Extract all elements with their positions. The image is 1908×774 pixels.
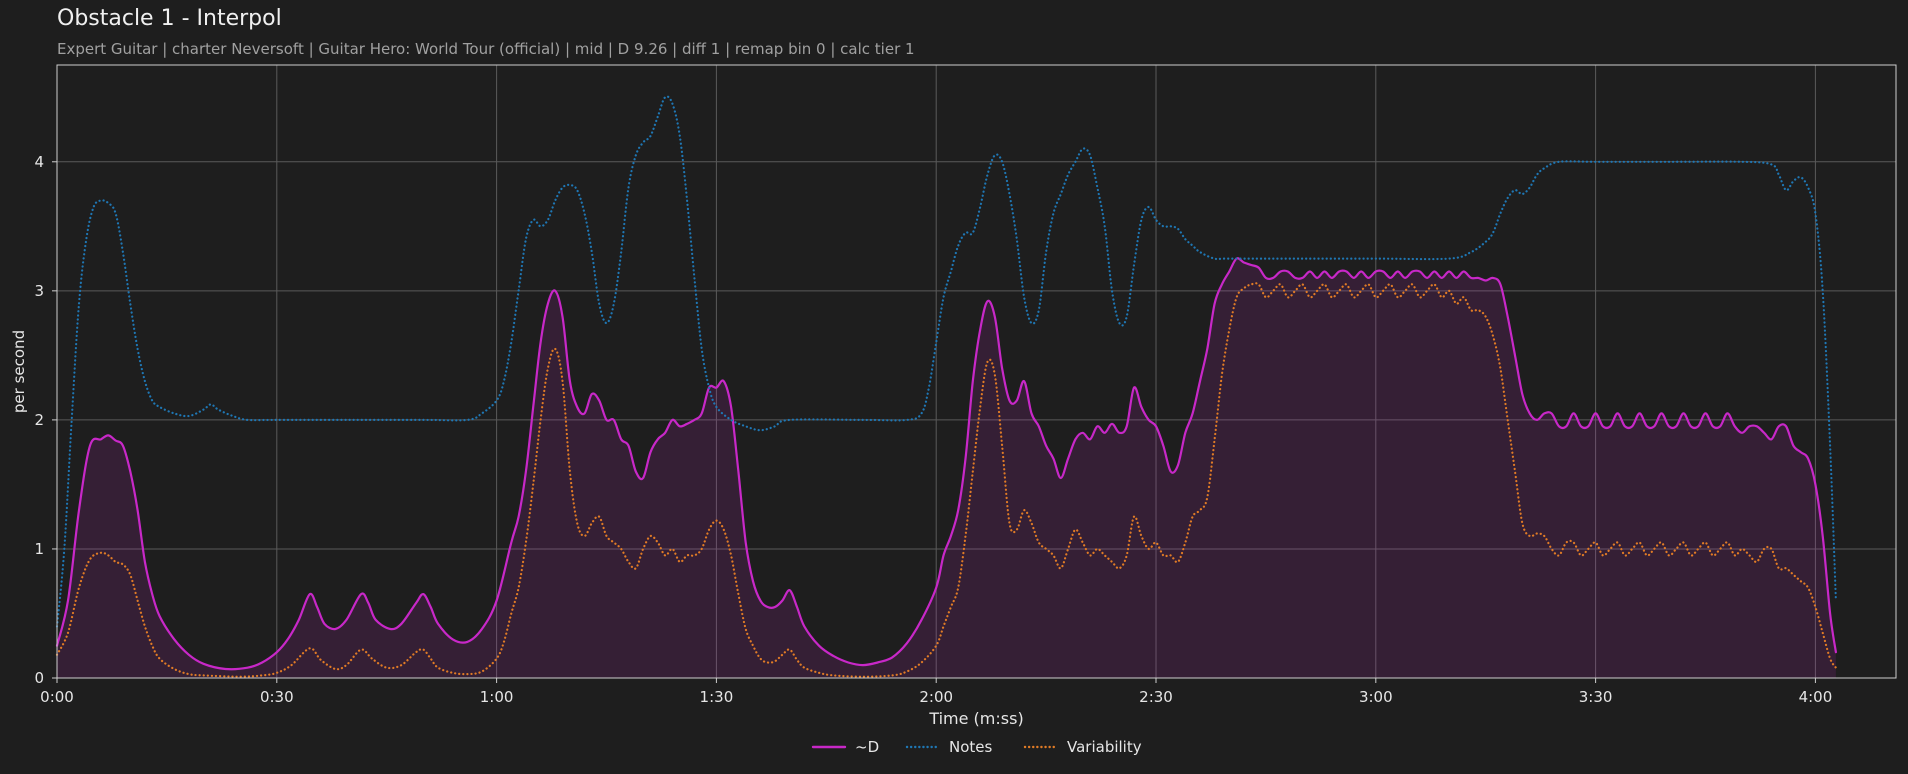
y-tick-label: 2 bbox=[34, 411, 44, 429]
legend: ~D Notes Variability bbox=[811, 738, 1142, 756]
x-tick-label: 1:30 bbox=[700, 688, 734, 706]
chart-title: Obstacle 1 - Interpol bbox=[57, 6, 282, 31]
series-layer bbox=[55, 95, 1837, 678]
series-line-notes bbox=[55, 95, 1837, 628]
y-tick-label: 0 bbox=[34, 669, 44, 687]
tick-layer: 0:00 0:30 1:00 1:30 2:00 2:30 3:00 3:30 4:00 0 1 2 3… bbox=[34, 153, 1832, 706]
fill-layer bbox=[57, 258, 1836, 678]
series-area-d bbox=[57, 258, 1836, 678]
y-axis-label: per second bbox=[10, 330, 28, 413]
legend-label: Variability bbox=[1067, 738, 1142, 756]
x-axis-label: Time (m:ss) bbox=[928, 709, 1023, 728]
x-tick-label: 2:30 bbox=[1139, 688, 1173, 706]
x-tick-label: 3:00 bbox=[1359, 688, 1393, 706]
chart-subtitle: Expert Guitar | charter Neversoft | Guit… bbox=[57, 40, 915, 58]
x-tick-label: 4:00 bbox=[1799, 688, 1833, 706]
x-tick-label: 2:00 bbox=[919, 688, 953, 706]
plot-frame bbox=[56, 64, 1897, 679]
legend-label: Notes bbox=[949, 738, 993, 756]
y-tick-label: 1 bbox=[34, 540, 44, 558]
series-line-d bbox=[55, 257, 1837, 671]
legend-label: ~D bbox=[855, 738, 879, 756]
series-line-variability bbox=[55, 282, 1837, 678]
x-tick-label: 1:00 bbox=[480, 688, 514, 706]
y-tick-label: 4 bbox=[34, 153, 44, 171]
x-tick-label: 0:30 bbox=[260, 688, 294, 706]
x-tick-label: 3:30 bbox=[1579, 688, 1613, 706]
x-tick-label: 0:00 bbox=[40, 688, 74, 706]
y-tick-label: 3 bbox=[34, 282, 44, 300]
